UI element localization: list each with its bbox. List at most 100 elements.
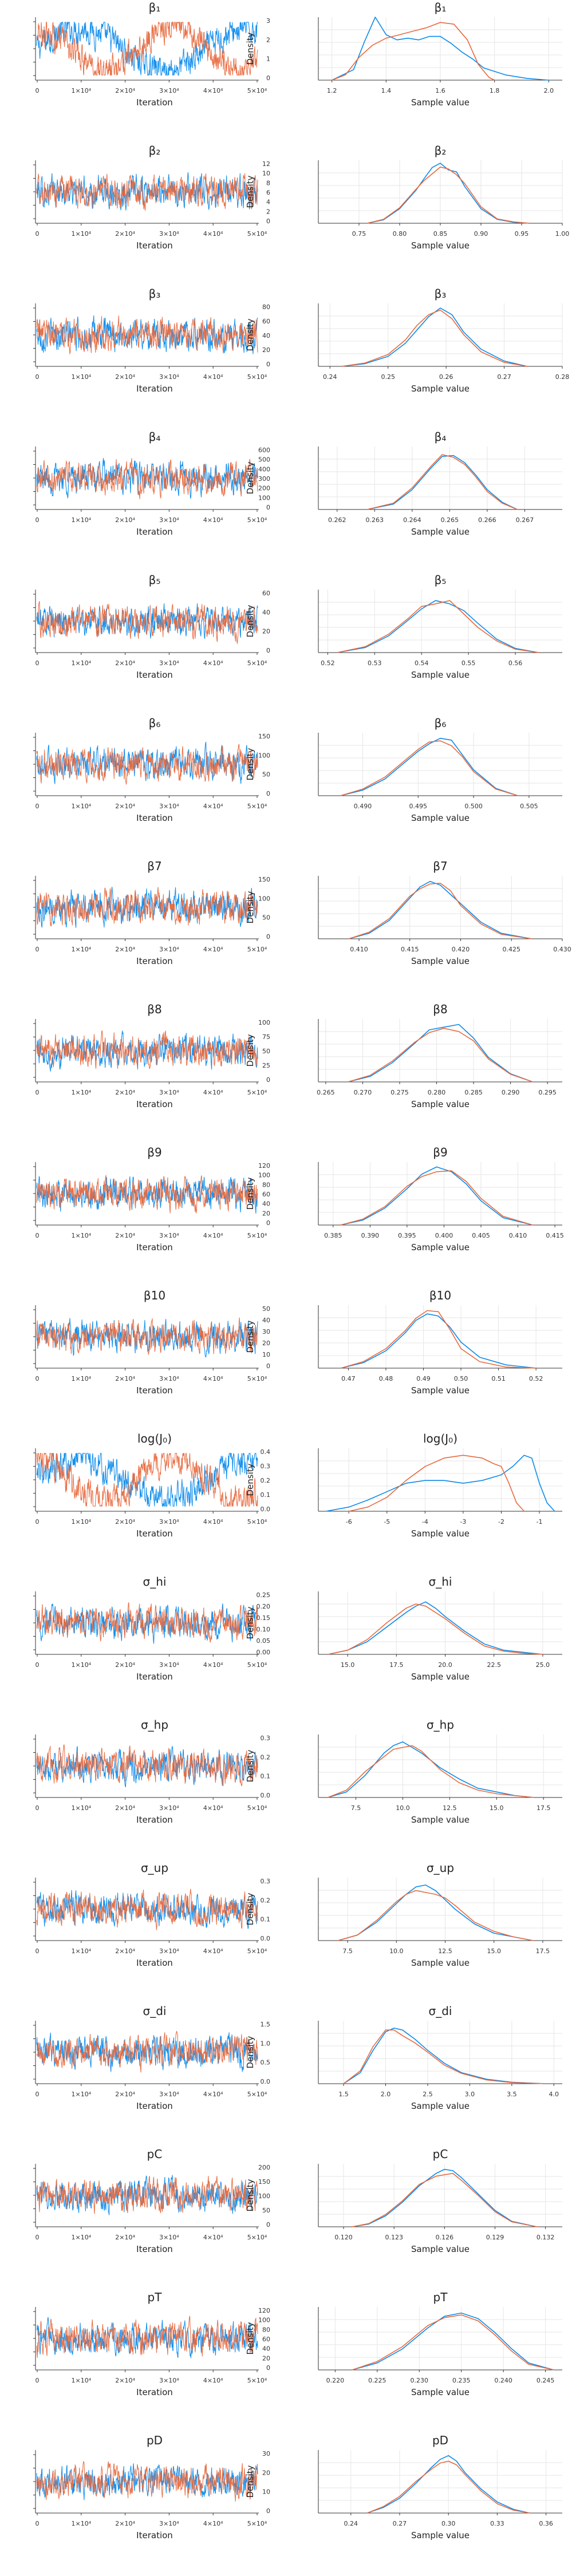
trace-x-tick-label: 2×10⁴ [115,1089,135,1096]
trace-x-tick-label: 0 [35,2377,40,2384]
density-x-tick-label: 0.49 [416,1375,431,1382]
density-y-label: Density [245,2465,255,2498]
trace-series-chain-2 [36,458,258,499]
trace-x-tick-label: 5×10⁴ [247,659,267,667]
density-x-tick-label: 0.54 [415,659,429,667]
trace-x-tick-label: 3×10⁴ [159,1232,179,1239]
density-x-label: Sample value [411,2244,470,2254]
density-x-tick-label: 1.5 [338,2091,349,2098]
trace-x-tick-label: 5×10⁴ [247,1232,267,1239]
density-x-tick-label: 15.0 [490,1804,504,1812]
density-y-tick-label: 80 [262,1181,270,1188]
density-y-tick-label: 75 [262,1033,270,1041]
density-x-tick-label: 0.25 [381,373,395,381]
density-series-chain-1 [341,1313,537,1369]
trace-x-tick-label: 4×10⁴ [203,2520,223,2527]
density-x-label: Sample value [411,1528,470,1539]
density-y-label: Density [245,1034,255,1066]
density-x-tick-label: 0.55 [461,659,476,667]
trace-x-tick-label: 1×10⁴ [71,2234,91,2241]
density-x-tick-label: 0.95 [515,230,529,238]
density-title: σ_hi [429,1575,452,1589]
trace-x-tick-label: 3×10⁴ [159,2091,179,2098]
density-x-tick-label: 0.123 [385,2234,403,2241]
chart-row-12: σ_hi 0 1×10⁴ 2×10⁴ 3×10⁴ 4×10⁴ 5×10⁴ Iteration 0… [33,1575,562,1682]
density-y-tick-label: 0 [266,2221,270,2229]
density-y-label: Density [245,2322,255,2354]
density-y-tick-label: 80 [262,2326,270,2333]
trace-x-label: Iteration [136,1528,173,1539]
density-y-tick-label: 0.1 [261,1773,271,1780]
trace-series-chain-2 [36,173,258,211]
density-series-chain-2 [340,740,518,796]
density-y-tick-label: 30 [262,1328,270,1336]
trace-x-tick-label: 1×10⁴ [71,230,91,238]
density-x-tick-label: 12.5 [443,1804,457,1812]
density-y-tick-label: 12 [262,160,270,168]
trace-x-tick-label: 0 [35,803,40,810]
density-y-label: Density [245,32,255,65]
density-x-tick-label: 3.0 [465,2091,475,2098]
chart-row-17: pT 0 1×10⁴ 2×10⁴ 3×10⁴ 4×10⁴ 5×10⁴ Iteration 120… [33,2290,562,2397]
trace-x-label: Iteration [136,2530,173,2541]
density-y-tick-label: 25 [262,1062,270,1069]
density-x-tick-label: 22.5 [487,1661,501,1669]
trace-x-label: Iteration [136,527,173,537]
density-y-tick-label: 0.00 [257,1649,271,1656]
trace-x-tick-label: 0 [35,373,40,381]
trace-x-tick-label: 5×10⁴ [247,516,267,524]
density-x-tick-label: 0.495 [409,803,428,810]
density-title: pT [433,2290,448,2304]
density-series-chain-1 [337,600,539,653]
density-y-tick-label: 20 [262,2354,270,2362]
density-series-chain-2 [367,454,518,510]
density-x-tick-label: 2.0 [381,2091,391,2098]
trace-series-chain-2 [36,21,258,76]
trace-x-tick-label: 5×10⁴ [247,2091,267,2098]
trace-x-tick-label: 5×10⁴ [247,2520,267,2527]
trace-x-label: Iteration [136,1672,173,1682]
density-x-label: Sample value [411,240,470,251]
trace-series-chain-1 [36,458,258,499]
trace-series-chain-2 [36,1602,258,1643]
density-x-label: Sample value [411,1672,470,1682]
density-x-tick-label: 0.245 [537,2377,555,2384]
density-series-chain-1 [326,1455,555,1512]
trace-x-tick-label: 5×10⁴ [247,1804,267,1812]
density-series-chain-1 [343,2028,546,2084]
density-y-label: Density [245,461,255,494]
trace-x-tick-label: 4×10⁴ [203,2234,223,2241]
density-x-label: Sample value [411,97,470,108]
density-y-tick-label: 0 [266,1076,270,1084]
trace-series-chain-2 [36,1030,258,1069]
trace-x-tick-label: 2×10⁴ [115,1804,135,1812]
density-x-tick-label: 0.52 [321,659,335,667]
density-y-tick-label: 80 [262,303,270,311]
density-x-tick-label: 17.5 [536,1947,550,1955]
trace-x-tick-label: 3×10⁴ [159,1518,179,1526]
trace-x-tick-label: 3×10⁴ [159,659,179,667]
density-x-tick-label: 2.0 [544,87,554,94]
density-series-chain-2 [348,1028,533,1082]
chart-row-18: pD 0 1×10⁴ 2×10⁴ 3×10⁴ 4×10⁴ 5×10⁴ Iteration 30 2… [33,2433,562,2541]
density-x-tick-label: 0.24 [344,2520,358,2527]
density-y-tick-label: 6 [266,189,270,196]
density-y-tick-label: 0 [266,647,270,654]
density-y-tick-label: 50 [262,2207,270,2214]
density-x-label: Sample value [411,2530,470,2541]
density-x-tick-label: 0.225 [368,2377,386,2384]
density-y-tick-label: 3 [266,17,270,25]
trace-x-tick-label: 2×10⁴ [115,1232,135,1239]
trace-series-chain-2 [36,2030,258,2073]
density-x-tick-label: 1.4 [381,87,392,94]
density-title: β₃ [435,287,447,301]
density-x-tick-label: 17.5 [537,1804,551,1812]
density-x-tick-label: 0.48 [379,1375,393,1382]
density-y-tick-label: 0 [266,2507,270,2515]
density-y-label: Density [245,2036,255,2068]
trace-x-tick-label: 4×10⁴ [203,1947,223,1955]
density-x-tick-label: 0.220 [326,2377,345,2384]
density-y-tick-label: 50 [262,771,270,779]
density-series-chain-2 [337,600,539,653]
